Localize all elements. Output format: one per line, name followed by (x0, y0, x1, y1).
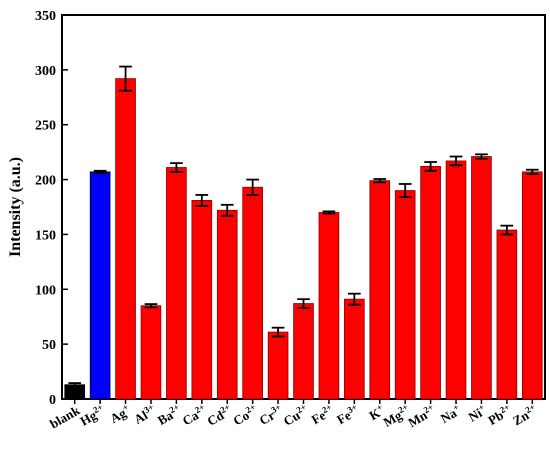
y-tick-label: 150 (35, 228, 56, 243)
x-tick-label: Ni+ (465, 402, 489, 425)
y-tick-label: 100 (35, 283, 56, 298)
error-bar (246, 178, 260, 196)
x-tick-label: Ag+ (107, 402, 133, 426)
x-tick-label: Cr3+ (256, 402, 285, 428)
x-tick-label: Ba2+ (154, 402, 183, 428)
x-tick-label: Cu2+ (280, 402, 311, 429)
error-bar (170, 162, 183, 173)
bar (89, 171, 111, 400)
bars (64, 65, 543, 400)
error-bar (271, 326, 285, 338)
x-tick-label: K+ (366, 402, 387, 423)
error-bar (93, 169, 107, 174)
x-tick-label: Fe2+ (308, 402, 336, 428)
x-tick-label: Pb2+ (485, 402, 514, 428)
bar (293, 303, 314, 400)
x-tick-label: Al3+ (131, 402, 159, 427)
x-tick-label: Hg2+ (77, 402, 108, 429)
error-bar (144, 303, 158, 309)
error-bar (424, 161, 437, 172)
bar (191, 200, 213, 400)
y-tick-label: 350 (35, 9, 56, 24)
x-tick-label: Ca2+ (179, 402, 209, 429)
error-bar (475, 153, 488, 160)
bar (521, 171, 543, 400)
bar (369, 180, 391, 400)
y-tick-label: 200 (35, 174, 56, 189)
bar (445, 160, 467, 400)
bar (216, 209, 238, 400)
error-bar (195, 194, 209, 207)
error-bar (220, 203, 234, 217)
error-bar (398, 183, 412, 199)
bar (267, 331, 289, 400)
bar (344, 298, 365, 400)
bar (496, 229, 518, 400)
y-axis-title: Intensity (a.u.) (7, 157, 24, 257)
error-bar (373, 178, 387, 184)
error-bar (297, 298, 310, 309)
error-bar (525, 168, 539, 175)
y-axis-ticks: 0 50 100 150 200 250 300 350 (35, 9, 68, 408)
error-bar (68, 382, 82, 388)
y-tick-label: 250 (35, 119, 56, 134)
x-tick-label: Mn2+ (405, 402, 438, 430)
x-tick-label: Na+ (437, 402, 463, 426)
y-tick-label: 0 (49, 393, 56, 408)
error-bar (449, 155, 463, 167)
x-tick-label: Co2+ (230, 402, 260, 429)
bar (242, 186, 263, 400)
error-bar (347, 292, 361, 306)
y-tick-label: 300 (35, 64, 56, 79)
bar (471, 156, 492, 400)
bar (318, 212, 340, 400)
x-tick-label: Fe3+ (334, 402, 362, 428)
y-tick-label: 50 (42, 338, 56, 353)
error-bar (500, 224, 514, 236)
bar (115, 78, 136, 400)
bar (166, 167, 187, 400)
bar (420, 166, 441, 400)
bar (140, 305, 162, 400)
error-bar (119, 65, 132, 92)
x-tick-label: Zn2+ (510, 402, 540, 429)
error-bar (322, 210, 336, 215)
bar (394, 190, 416, 400)
